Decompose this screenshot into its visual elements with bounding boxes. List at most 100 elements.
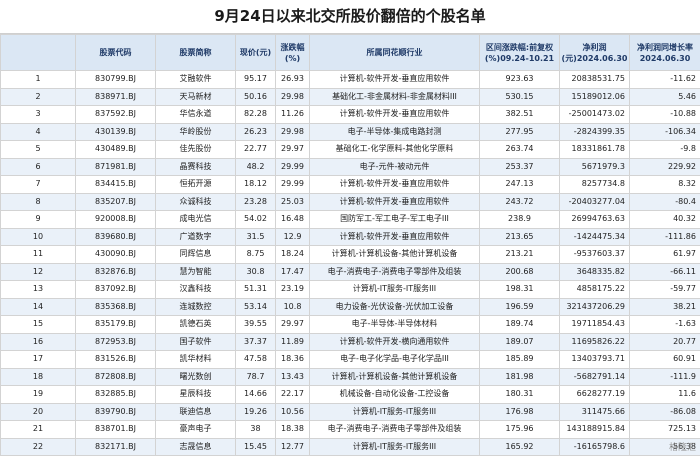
stock-name: 天马新材 xyxy=(155,87,236,106)
industry: 计算机-软件开发-垂直应用软件 xyxy=(309,227,480,246)
stock-code: 872953.BJ xyxy=(75,332,156,351)
row-index: 2 xyxy=(0,87,76,106)
stock-name: 广道数字 xyxy=(155,227,236,246)
row-index: 1 xyxy=(0,70,76,89)
table-row: 22 832171.BJ 志晟信息 15.45 12.77 计算机-IT服务-IT服务II… xyxy=(0,437,700,456)
row-index: 10 xyxy=(0,227,76,246)
range-change: 277.95 xyxy=(479,122,560,141)
profit-growth: 60.91 xyxy=(629,350,700,369)
stock-code: 832885.BJ xyxy=(75,385,156,404)
row-index: 13 xyxy=(0,280,76,299)
change-pct: 18.24 xyxy=(275,245,310,264)
range-change: 181.98 xyxy=(479,367,560,386)
net-profit: 311475.66 xyxy=(559,402,630,421)
change-pct: 18.38 xyxy=(275,420,310,439)
industry: 计算机-计算机设备-其他计算机设备 xyxy=(309,367,480,386)
industry: 电子-消费电子-消费电子零部件及组装 xyxy=(309,262,480,281)
stock-code: 832171.BJ xyxy=(75,437,156,456)
header-industry: 所属同花顺行业 xyxy=(309,34,480,71)
change-pct: 13.43 xyxy=(275,367,310,386)
profit-growth: 61.97 xyxy=(629,245,700,264)
range-change: 189.07 xyxy=(479,332,560,351)
industry: 电子-电子化学品-电子化学品III xyxy=(309,350,480,369)
stock-code: 835179.BJ xyxy=(75,315,156,334)
table-row: 6 871981.BJ 晶赛科技 48.2 29.99 电子-元件-被动元件 253.37 5… xyxy=(0,157,700,176)
net-profit: -2824399.35 xyxy=(559,122,630,141)
stock-code: 920008.BJ xyxy=(75,210,156,229)
stock-code: 830799.BJ xyxy=(75,70,156,89)
net-profit: 6628277.19 xyxy=(559,385,630,404)
profit-growth: 20.77 xyxy=(629,332,700,351)
net-profit: -20403277.04 xyxy=(559,192,630,211)
row-index: 21 xyxy=(0,420,76,439)
price: 53.14 xyxy=(235,297,276,316)
stock-name: 联迪信息 xyxy=(155,402,236,421)
row-index: 15 xyxy=(0,315,76,334)
range-change: 176.98 xyxy=(479,402,560,421)
row-index: 3 xyxy=(0,105,76,124)
industry: 基础化工-化学原料-其他化学原料 xyxy=(309,140,480,159)
stock-code: 430489.BJ xyxy=(75,140,156,159)
profit-growth: 38.21 xyxy=(629,297,700,316)
header-code: 股票代码 xyxy=(75,34,156,71)
stock-code: 831526.BJ xyxy=(75,350,156,369)
range-change: 247.13 xyxy=(479,175,560,194)
net-profit: 3648335.82 xyxy=(559,262,630,281)
change-pct: 23.19 xyxy=(275,280,310,299)
net-profit: 20838531.75 xyxy=(559,70,630,89)
stock-name: 曙光数创 xyxy=(155,367,236,386)
table-row: 21 838701.BJ 豪声电子 38 18.38 电子-消费电子-消费电子零部件及组装… xyxy=(0,420,700,439)
row-index: 19 xyxy=(0,385,76,404)
table-row: 10 839680.BJ 广道数字 31.5 12.9 计算机-软件开发-垂直应用软件 21… xyxy=(0,227,700,246)
table-row: 17 831526.BJ 凯华材料 47.58 18.36 电子-电子化学品-电子化学品I… xyxy=(0,350,700,369)
change-pct: 29.98 xyxy=(275,122,310,141)
net-profit: -9537603.37 xyxy=(559,245,630,264)
range-change: 382.51 xyxy=(479,105,560,124)
industry: 计算机-计算机设备-其他计算机设备 xyxy=(309,245,480,264)
price: 48.2 xyxy=(235,157,276,176)
industry: 机械设备-自动化设备-工控设备 xyxy=(309,385,480,404)
change-pct: 12.77 xyxy=(275,437,310,456)
change-pct: 22.17 xyxy=(275,385,310,404)
stock-name: 汉鑫科技 xyxy=(155,280,236,299)
price: 14.66 xyxy=(235,385,276,404)
net-profit: 4858175.22 xyxy=(559,280,630,299)
header-change: 涨跌幅(%) xyxy=(275,34,310,71)
industry: 基础化工-非金属材料-非金属材料III xyxy=(309,87,480,106)
industry: 电子-消费电子-消费电子零部件及组装 xyxy=(309,420,480,439)
profit-growth: -1.63 xyxy=(629,315,700,334)
stock-code: 835207.BJ xyxy=(75,192,156,211)
change-pct: 29.97 xyxy=(275,315,310,334)
stock-name: 凯华材料 xyxy=(155,350,236,369)
table-row: 16 872953.BJ 国子软件 37.37 11.89 计算机-软件开发-横向通用软件… xyxy=(0,332,700,351)
price: 38 xyxy=(235,420,276,439)
range-change: 238.9 xyxy=(479,210,560,229)
header-net-profit: 净利润(元)2024.06.30 xyxy=(559,34,630,71)
net-profit: -16165798.6 xyxy=(559,437,630,456)
range-change: 180.31 xyxy=(479,385,560,404)
row-index: 12 xyxy=(0,262,76,281)
price: 37.37 xyxy=(235,332,276,351)
stock-name: 凯德石英 xyxy=(155,315,236,334)
profit-growth: 229.92 xyxy=(629,157,700,176)
profit-growth: -10.88 xyxy=(629,105,700,124)
range-change: 200.68 xyxy=(479,262,560,281)
header-range-change: 区间涨跌幅:前复权(%)09.24-10.21 xyxy=(479,34,560,71)
range-change: 189.74 xyxy=(479,315,560,334)
change-pct: 17.47 xyxy=(275,262,310,281)
price: 26.23 xyxy=(235,122,276,141)
page-title: 9月24日以来北交所股价翻倍的个股名单 xyxy=(0,0,700,34)
stock-code: 832876.BJ xyxy=(75,262,156,281)
price: 19.26 xyxy=(235,402,276,421)
change-pct: 10.8 xyxy=(275,297,310,316)
change-pct: 10.56 xyxy=(275,402,310,421)
table-body: 1 830799.BJ 艾融软件 95.17 26.93 计算机-软件开发-垂直应用软件 9… xyxy=(0,70,700,456)
row-index: 8 xyxy=(0,192,76,211)
price: 51.31 xyxy=(235,280,276,299)
profit-growth: -111.9 xyxy=(629,367,700,386)
profit-growth: -9.8 xyxy=(629,140,700,159)
net-profit: -5682791.14 xyxy=(559,367,630,386)
change-pct: 29.97 xyxy=(275,140,310,159)
range-change: 243.72 xyxy=(479,192,560,211)
